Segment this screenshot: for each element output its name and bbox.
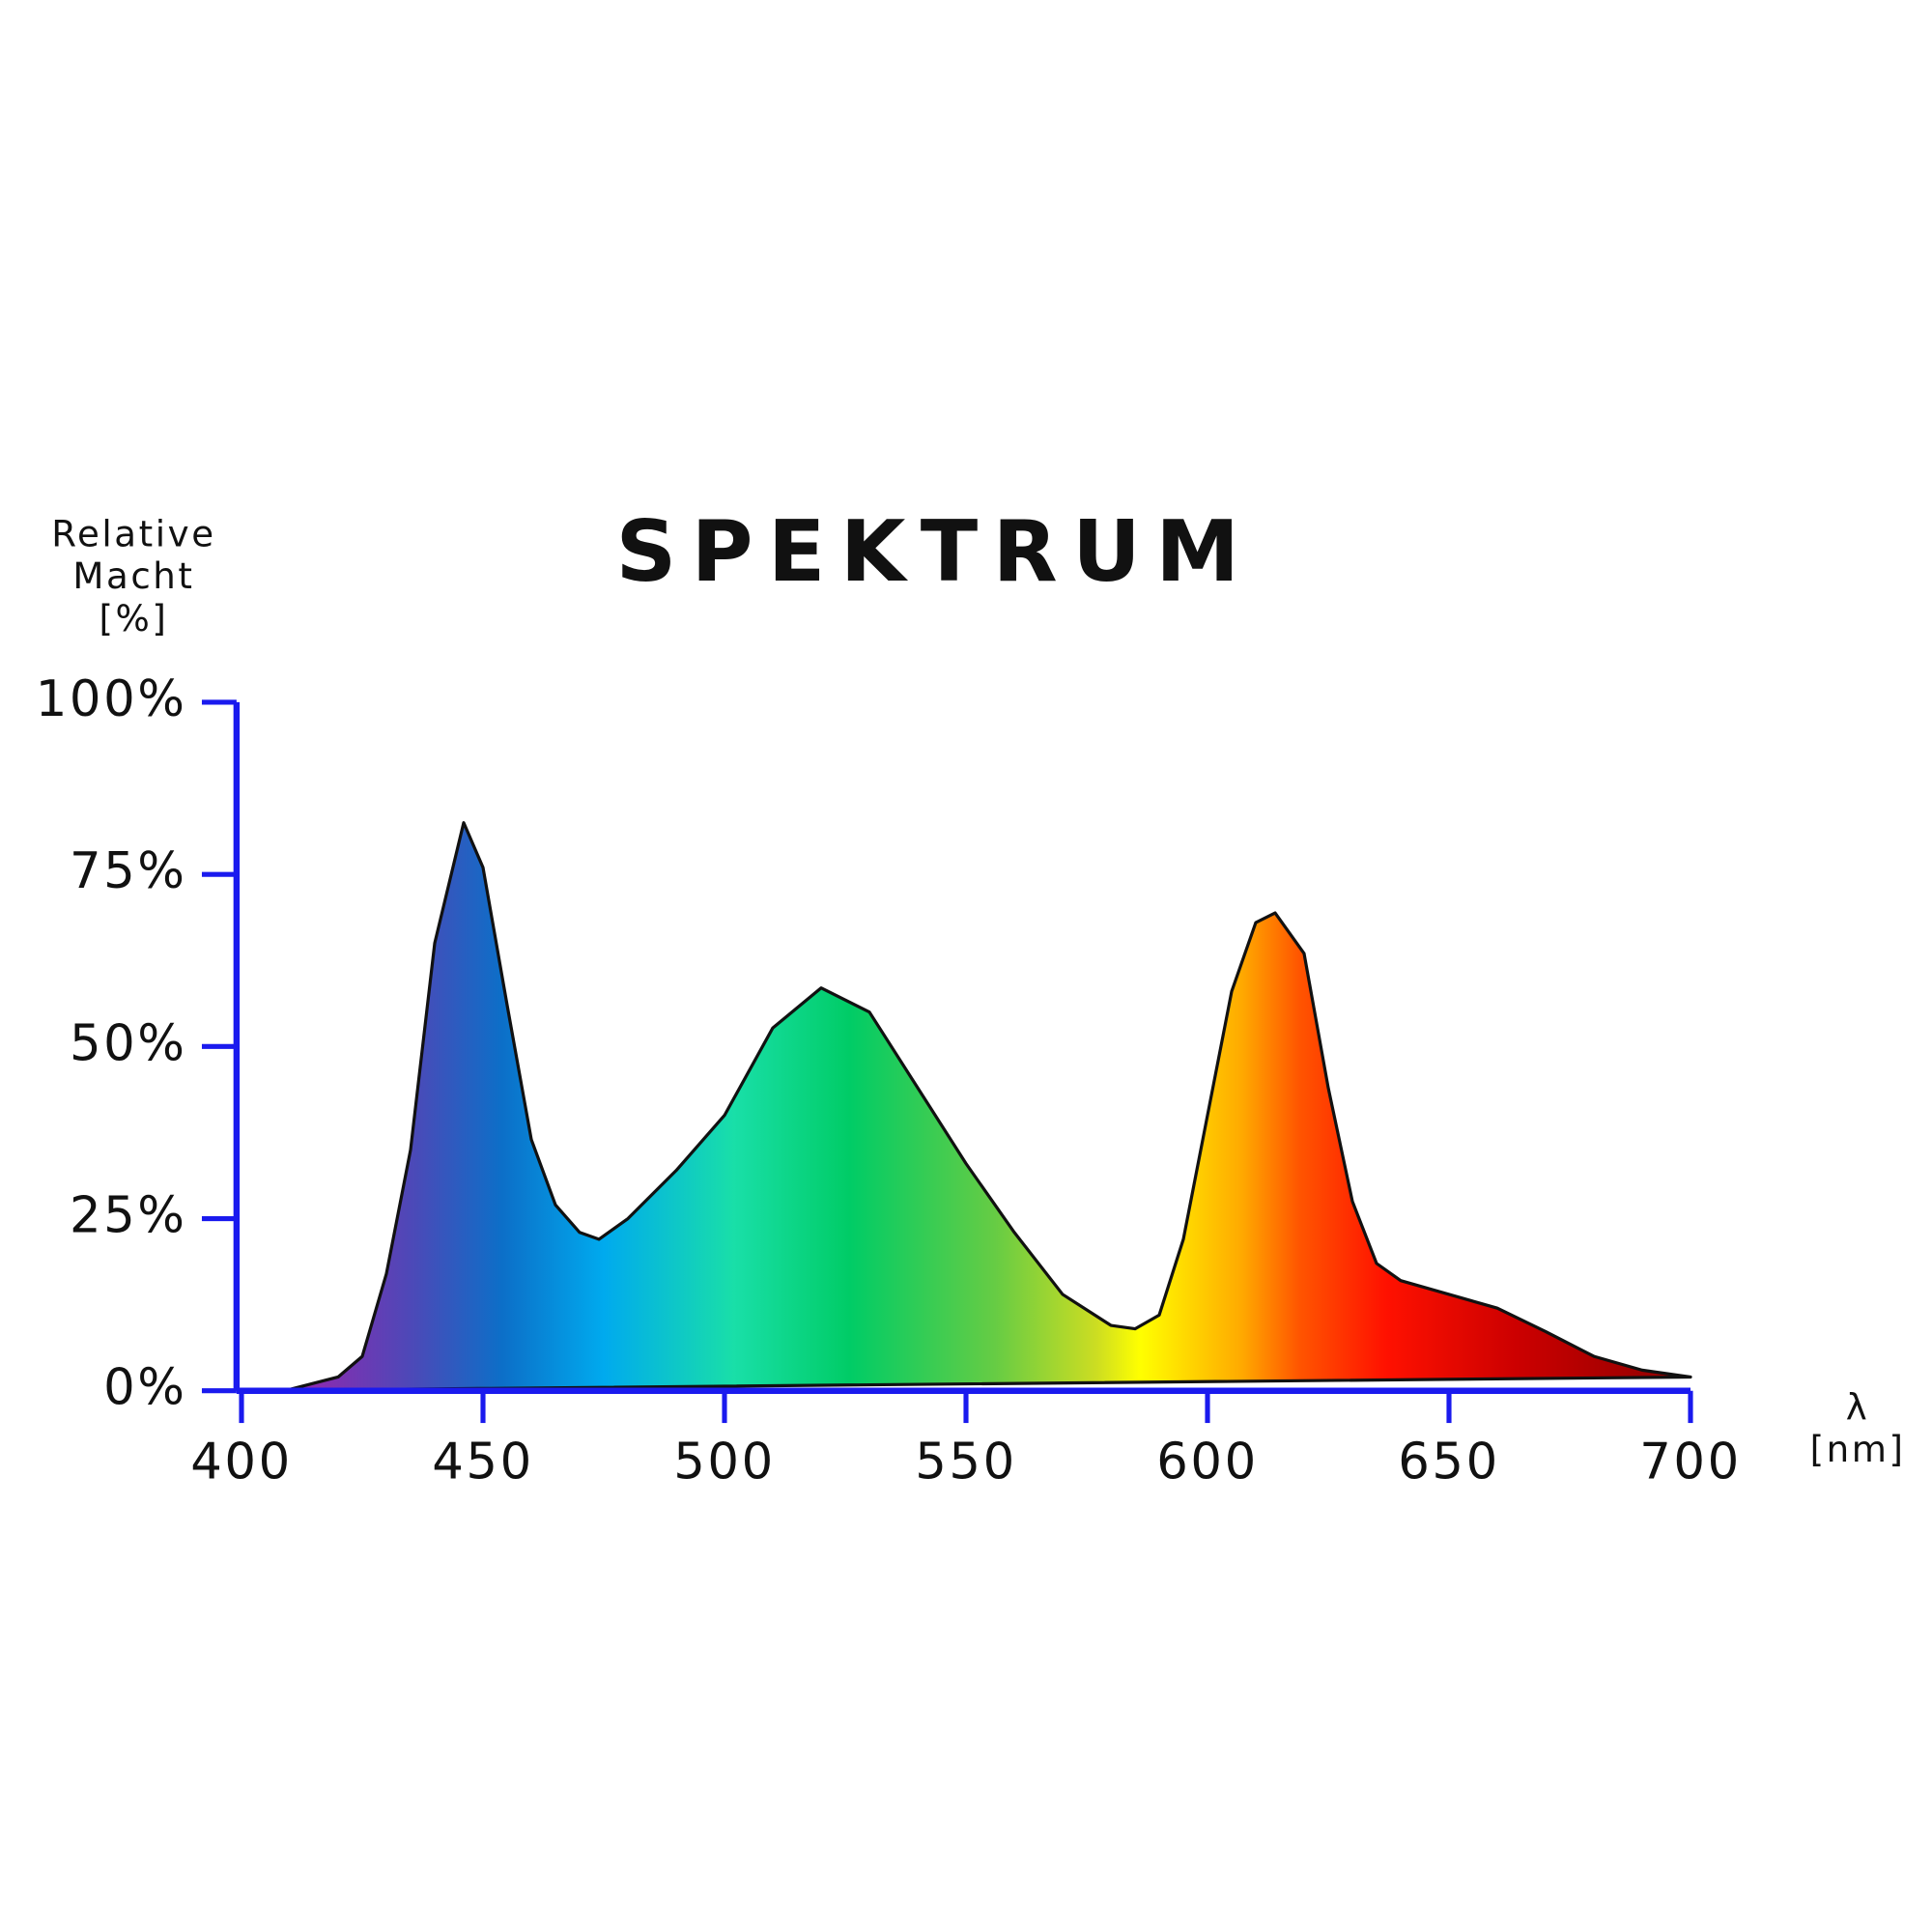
x-tick-label: 400 [190, 1434, 293, 1492]
y-tick-label: 50% [70, 1014, 187, 1072]
y-axis-label: [%] [99, 597, 168, 639]
x-tick-label: 600 [1156, 1434, 1259, 1492]
y-axis-label: Relative [51, 513, 215, 555]
y-tick-label: 0% [103, 1359, 186, 1417]
x-tick-label: 700 [1639, 1434, 1742, 1492]
x-tick-label: 650 [1398, 1434, 1500, 1492]
y-axis-label: Macht [72, 554, 194, 597]
y-tick-label: 75% [70, 842, 187, 900]
x-tick-label: 550 [915, 1434, 1017, 1492]
x-axis-label: λ [1846, 1385, 1870, 1428]
spectrum-area [240, 821, 1692, 1393]
chart-title: SPEKTRUM [616, 502, 1255, 601]
x-axis-label: [nm] [1810, 1428, 1906, 1470]
x-tick-label: 500 [673, 1434, 776, 1492]
y-tick-label: 100% [36, 670, 187, 728]
x-tick-label: 450 [432, 1434, 534, 1492]
y-tick-label: 25% [70, 1187, 187, 1245]
